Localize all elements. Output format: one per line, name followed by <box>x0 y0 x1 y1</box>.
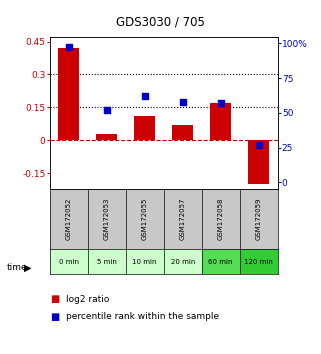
Text: ■: ■ <box>50 312 59 322</box>
Bar <box>202 249 240 274</box>
Text: GSM172052: GSM172052 <box>66 198 72 240</box>
Point <box>142 93 147 99</box>
Point <box>104 107 109 113</box>
Point <box>256 142 261 148</box>
Point <box>66 45 71 50</box>
Bar <box>248 140 269 184</box>
Bar <box>210 103 231 140</box>
Bar <box>50 249 88 274</box>
Text: GSM172053: GSM172053 <box>104 198 110 240</box>
Bar <box>126 249 164 274</box>
Text: 60 min: 60 min <box>208 259 233 265</box>
Bar <box>240 249 278 274</box>
Bar <box>164 249 202 274</box>
Text: 5 min: 5 min <box>97 259 117 265</box>
Text: 0 min: 0 min <box>59 259 79 265</box>
Bar <box>58 48 79 140</box>
Bar <box>88 249 126 274</box>
Bar <box>172 125 193 140</box>
Text: 120 min: 120 min <box>244 259 273 265</box>
Text: ■: ■ <box>50 294 59 304</box>
Text: GDS3030 / 705: GDS3030 / 705 <box>116 16 205 29</box>
Text: 10 min: 10 min <box>133 259 157 265</box>
Bar <box>134 116 155 140</box>
Text: GSM172059: GSM172059 <box>256 198 262 240</box>
Text: time: time <box>6 263 27 272</box>
Point <box>218 100 223 106</box>
Text: 20 min: 20 min <box>170 259 195 265</box>
Text: log2 ratio: log2 ratio <box>66 295 109 304</box>
Point <box>180 99 185 104</box>
Text: ▶: ▶ <box>24 262 31 272</box>
Bar <box>96 134 117 140</box>
Text: GSM172055: GSM172055 <box>142 198 148 240</box>
Text: percentile rank within the sample: percentile rank within the sample <box>66 312 219 321</box>
Text: GSM172058: GSM172058 <box>218 198 224 240</box>
Text: GSM172057: GSM172057 <box>180 198 186 240</box>
